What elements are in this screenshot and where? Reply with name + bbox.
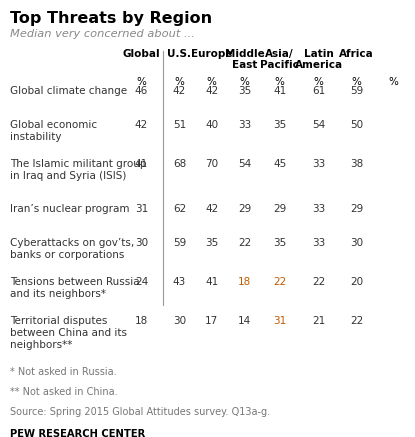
Text: 22: 22 [238,238,251,248]
Text: 33: 33 [312,204,325,214]
Text: 41: 41 [135,159,148,169]
Text: Africa: Africa [339,49,374,59]
Text: 30: 30 [350,238,363,248]
Text: 42: 42 [173,86,186,96]
Text: 38: 38 [350,159,364,169]
Text: 54: 54 [312,120,325,130]
Text: %: % [352,77,361,87]
Text: 20: 20 [350,277,363,287]
Text: 33: 33 [238,120,251,130]
Text: Asia/
Pacific: Asia/ Pacific [260,49,299,70]
Text: 35: 35 [273,238,286,248]
Text: %: % [207,77,217,87]
Text: 22: 22 [273,277,286,287]
Text: 59: 59 [173,238,186,248]
Text: 46: 46 [135,86,148,96]
Text: 51: 51 [173,120,186,130]
Text: 54: 54 [238,159,251,169]
Text: 29: 29 [350,204,364,214]
Text: 50: 50 [350,120,363,130]
Text: 18: 18 [135,316,148,326]
Text: PEW RESEARCH CENTER: PEW RESEARCH CENTER [10,429,145,437]
Text: 59: 59 [350,86,364,96]
Text: Source: Spring 2015 Global Attitudes survey. Q13a-g.: Source: Spring 2015 Global Attitudes sur… [10,407,270,417]
Text: * Not asked in Russia.: * Not asked in Russia. [10,367,116,377]
Text: Territorial disputes
between China and its
neighbors**: Territorial disputes between China and i… [10,316,127,350]
Text: 31: 31 [273,316,286,326]
Text: 31: 31 [135,204,148,214]
Text: 61: 61 [312,86,325,96]
Text: %: % [314,77,324,87]
Text: Latin
America: Latin America [295,49,343,70]
Text: %: % [175,77,184,87]
Text: 17: 17 [205,316,218,326]
Text: 22: 22 [350,316,364,326]
Text: 14: 14 [238,316,251,326]
Text: 41: 41 [205,277,218,287]
Text: 30: 30 [135,238,148,248]
Text: Cyberattacks on gov’ts,
banks or corporations: Cyberattacks on gov’ts, banks or corpora… [10,238,134,260]
Text: 35: 35 [273,120,286,130]
Text: 42: 42 [205,86,218,96]
Text: 29: 29 [273,204,286,214]
Text: Iran’s nuclear program: Iran’s nuclear program [10,204,129,214]
Text: 35: 35 [205,238,218,248]
Text: 40: 40 [205,120,218,130]
Text: 45: 45 [273,159,286,169]
Text: 70: 70 [205,159,218,169]
Text: 42: 42 [135,120,148,130]
Text: Europe: Europe [191,49,232,59]
Text: 21: 21 [312,316,325,326]
Text: Median very concerned about ...: Median very concerned about ... [10,29,195,38]
Text: 18: 18 [238,277,251,287]
Text: ** Not asked in China.: ** Not asked in China. [10,387,117,397]
Text: U.S.: U.S. [168,49,191,59]
Text: Global economic
instability: Global economic instability [10,120,97,142]
Text: %: % [388,77,398,87]
Text: 24: 24 [135,277,148,287]
Text: 29: 29 [238,204,251,214]
Text: 33: 33 [312,159,325,169]
Text: Tensions between Russia
and its neighbors*: Tensions between Russia and its neighbor… [10,277,139,299]
Text: 68: 68 [173,159,186,169]
Text: 62: 62 [173,204,186,214]
Text: Middle
East: Middle East [225,49,264,70]
Text: 33: 33 [312,238,325,248]
Text: 42: 42 [205,204,218,214]
Text: 35: 35 [238,86,251,96]
Text: %: % [239,77,249,87]
Text: 41: 41 [273,86,286,96]
Text: 30: 30 [173,316,186,326]
Text: Global: Global [123,49,160,59]
Text: Global climate change: Global climate change [10,86,127,96]
Text: The Islamic militant group
in Iraq and Syria (ISIS): The Islamic militant group in Iraq and S… [10,159,146,181]
Text: Top Threats by Region: Top Threats by Region [10,11,212,26]
Text: %: % [137,77,146,87]
Text: 43: 43 [173,277,186,287]
Text: %: % [275,77,285,87]
Text: 22: 22 [312,277,325,287]
